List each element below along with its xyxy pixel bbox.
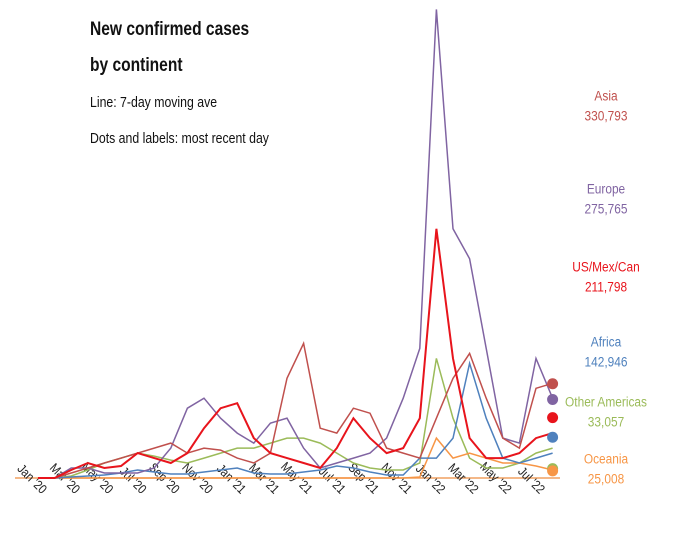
series-label: Europe 275,765 <box>585 181 628 217</box>
chart-title: New confirmed cases <box>90 18 249 40</box>
latest-dot <box>547 465 559 477</box>
latest-dot <box>547 378 559 390</box>
series-line <box>38 9 554 479</box>
data-label: 275,765 <box>585 201 628 217</box>
x-tick: Jan '20 <box>14 461 50 497</box>
series-label: Other Americas 33,057 <box>565 394 647 430</box>
x-tick-label: Jan '20 <box>14 461 50 497</box>
series-label: Africa 142,946 <box>585 334 628 370</box>
header: New confirmed cases by continent Line: 7… <box>90 18 269 147</box>
x-tick: Jan '21 <box>214 461 250 497</box>
x-tick-label: Jan '22 <box>413 461 449 497</box>
legend-label: Other Americas <box>565 394 647 410</box>
chart-subtitle: Line: 7-day moving ave <box>90 94 217 110</box>
series-line <box>38 228 553 479</box>
chart-title: by continent <box>90 54 183 76</box>
series-label: US/Mex/Can 211,798 <box>572 259 639 295</box>
data-label: 330,793 <box>585 108 628 124</box>
series-line <box>38 341 553 479</box>
latest-dot <box>547 393 559 405</box>
latest-dot <box>547 431 559 443</box>
x-tick: Jul '20 <box>117 464 150 497</box>
x-tick: Jan '22 <box>413 461 449 497</box>
legend-label: Asia <box>594 88 618 104</box>
series-label: Oceania 25,008 <box>584 451 629 487</box>
x-tick-label: Jul '22 <box>515 464 548 497</box>
data-label: 142,946 <box>585 354 628 370</box>
data-label: 25,008 <box>588 471 624 487</box>
chart-subtitle: Dots and labels: most recent day <box>90 130 269 146</box>
series-label: Asia 330,793 <box>585 88 628 124</box>
legend-label: Europe <box>587 181 625 197</box>
x-tick-label: Jul '20 <box>117 464 150 497</box>
data-label: 211,798 <box>585 279 627 295</box>
latest-dot <box>547 412 559 424</box>
legend-label: Africa <box>591 334 622 350</box>
x-tick: Jul '22 <box>515 464 548 497</box>
x-tick-label: Jan '21 <box>214 461 250 497</box>
series-line <box>38 436 553 479</box>
legend-label: US/Mex/Can <box>572 259 639 275</box>
data-label: 33,057 <box>588 414 624 430</box>
legend-label: Oceania <box>584 451 629 467</box>
